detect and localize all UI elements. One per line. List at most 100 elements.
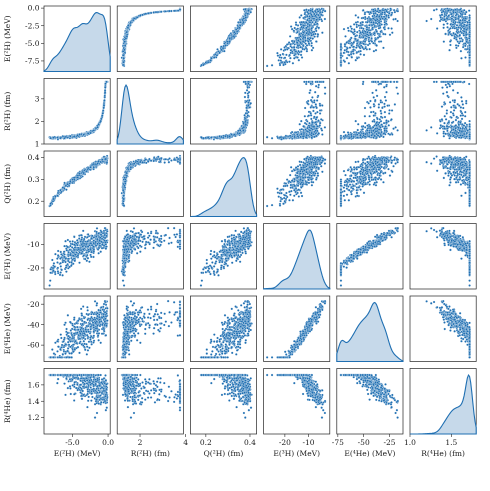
scatter-point: [366, 17, 369, 20]
scatter-point: [288, 35, 292, 38]
scatter-point: [308, 91, 311, 95]
scatter-point: [379, 126, 382, 129]
scatter-point: [305, 31, 308, 35]
scatter-point: [372, 105, 376, 108]
scatter-point: [456, 102, 459, 106]
scatter-point: [342, 130, 346, 134]
scatter-point: [299, 53, 303, 57]
scatter-point: [452, 31, 455, 35]
scatter-point: [314, 129, 317, 132]
scatter-point: [247, 82, 250, 86]
scatter-point: [352, 28, 356, 31]
scatter-point: [310, 117, 313, 121]
panel-frame: [336, 5, 404, 72]
scatter-point: [382, 132, 386, 135]
scatter-point: [468, 48, 471, 52]
scatter-point: [383, 105, 386, 108]
scatter-point: [379, 134, 383, 138]
scatter-point: [104, 82, 107, 86]
scatter-point: [228, 40, 231, 43]
scatter-point: [449, 43, 452, 47]
scatter-point: [375, 94, 379, 98]
scatter-point: [242, 17, 246, 20]
scatter-point: [382, 26, 386, 30]
scatter-point: [377, 128, 381, 131]
scatter-point: [344, 35, 347, 38]
scatter-point: [307, 40, 310, 43]
scatter-point: [172, 9, 176, 13]
scatter-point: [283, 56, 287, 60]
scatter-point: [318, 112, 322, 115]
scatter-point: [363, 12, 367, 16]
scatter-point: [372, 129, 375, 133]
scatter-point: [97, 122, 100, 126]
scatter-point: [350, 44, 353, 47]
scatter-point: [313, 23, 316, 26]
scatter-point: [359, 31, 362, 34]
scatter-point: [443, 102, 447, 106]
scatter-point: [123, 44, 127, 47]
scatter-point: [448, 48, 451, 52]
scatter-point: [394, 126, 397, 129]
scatter-point: [343, 48, 347, 52]
scatter-point: [123, 40, 126, 43]
scatter-point: [339, 136, 343, 140]
scatter-point: [299, 23, 303, 26]
scatter-point: [366, 21, 369, 24]
scatter-point: [354, 37, 357, 41]
scatter-point: [450, 34, 454, 37]
scatter-point: [462, 34, 466, 37]
scatter-point: [317, 119, 320, 122]
scatter-point: [101, 112, 105, 115]
scatter-point: [456, 44, 460, 48]
scatter-point: [299, 50, 303, 53]
scatter-point: [289, 51, 293, 55]
scatter-point: [245, 89, 249, 92]
scatter-point: [376, 117, 379, 121]
scatter-point: [309, 106, 313, 109]
scatter-point: [312, 106, 315, 109]
scatter-point: [245, 109, 249, 112]
scatter-point: [125, 34, 129, 38]
scatter-point: [321, 80, 325, 84]
scatter-point: [309, 82, 313, 86]
scatter-point: [440, 13, 444, 17]
scatter-point: [244, 112, 248, 115]
scatter-point: [342, 51, 346, 55]
scatter-point: [243, 95, 247, 99]
scatter-point: [321, 31, 324, 34]
scatter-point: [339, 54, 343, 57]
scatter-point: [296, 133, 299, 136]
scatter-point: [368, 114, 371, 118]
scatter-point: [379, 115, 383, 119]
scatter-point: [302, 31, 305, 34]
scatter-point: [345, 41, 348, 44]
scatter-point: [314, 20, 317, 24]
scatter-point: [363, 114, 367, 118]
scatter-point: [379, 40, 383, 43]
scatter-point: [270, 136, 274, 140]
scatter-point: [293, 48, 296, 52]
scatter-point: [396, 92, 400, 95]
scatter-point: [238, 129, 242, 132]
scatter-point: [216, 48, 219, 51]
scatter-point: [349, 25, 352, 28]
scatter-point: [298, 122, 301, 126]
scatter-point: [464, 99, 468, 103]
scatter-point: [293, 57, 296, 60]
scatter-point: [381, 17, 384, 20]
scatter-point: [429, 17, 433, 21]
scatter-point: [368, 42, 371, 45]
scatter-point: [308, 121, 311, 125]
scatter-point: [365, 33, 369, 36]
scatter-point: [168, 9, 171, 13]
scatter-point: [425, 19, 428, 23]
scatter-point: [204, 61, 208, 64]
scatter-point: [363, 106, 367, 110]
scatter-point: [242, 125, 246, 129]
scatter-point: [450, 12, 453, 16]
scatter-point: [355, 30, 359, 34]
scatter-point: [361, 80, 365, 84]
scatter-point: [359, 49, 362, 53]
panel-frame: [116, 5, 184, 72]
